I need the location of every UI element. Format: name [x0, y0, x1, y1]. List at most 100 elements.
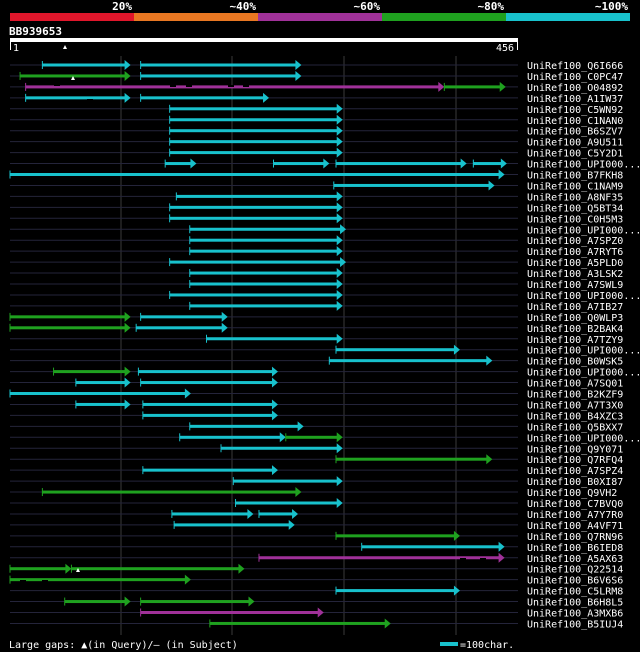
hit-segment[interactable] [333, 183, 491, 187]
alignment-row[interactable]: UniRef100_A7SPZ4 [10, 465, 623, 477]
alignment-row[interactable]: UniRef100_B2BAK4 [9, 322, 623, 335]
alignment-row[interactable]: UniRef100_A1IW37 [10, 92, 623, 105]
hit-label[interactable]: UniRef100_UPI000... [527, 291, 640, 302]
hit-segment[interactable] [336, 348, 456, 352]
hit-segment[interactable] [189, 249, 339, 253]
hit-segment[interactable] [174, 523, 291, 527]
hit-segment[interactable] [10, 578, 187, 582]
hit-segment[interactable] [169, 107, 339, 111]
alignment-row[interactable]: UniRef100_Q22514 [9, 563, 623, 576]
hit-segment[interactable] [189, 227, 343, 231]
alignment-row[interactable]: UniRef100_B2KZF9 [9, 388, 623, 401]
hit-label[interactable]: UniRef100_C5Y2D1 [527, 149, 623, 160]
alignment-row[interactable]: UniRef100_A4VF71 [10, 519, 623, 532]
alignment-row[interactable]: UniRef100_UPI000... [10, 344, 640, 357]
alignment-row[interactable]: UniRef100_Q6I666 [10, 60, 623, 72]
hit-segment[interactable] [169, 205, 339, 209]
alignment-row[interactable]: UniRef100_A7SQ01 [10, 377, 623, 390]
hit-segment[interactable] [169, 293, 339, 297]
hit-label[interactable]: UniRef100_B6SZV7 [527, 127, 623, 138]
hit-label[interactable]: UniRef100_A7T3X0 [527, 400, 623, 411]
hit-label[interactable]: UniRef100_B7FKH8 [527, 171, 623, 182]
alignment-row[interactable]: UniRef100_O04892 [10, 81, 623, 94]
alignment-row[interactable]: UniRef100_B7FKH8 [9, 169, 623, 182]
alignment-row[interactable]: UniRef100_A7Y7R0 [10, 508, 623, 521]
hit-segment[interactable] [258, 556, 501, 560]
alignment-row[interactable]: UniRef100_A7IB27 [10, 300, 623, 313]
hit-label[interactable]: UniRef100_C0H5M3 [527, 214, 623, 225]
hit-segment[interactable] [71, 567, 241, 571]
hit-segment[interactable] [140, 315, 224, 319]
hit-segment[interactable] [169, 260, 343, 264]
alignment-row[interactable]: UniRef100_A7SWL9 [10, 279, 623, 291]
alignment-row[interactable]: UniRef100_A7SPZ0 [10, 235, 623, 247]
hit-label[interactable]: UniRef100_B2BAK4 [527, 324, 623, 335]
hit-label[interactable]: UniRef100_A3MXB6 [527, 609, 623, 620]
hit-label[interactable]: UniRef100_A7SWL9 [527, 280, 623, 291]
alignment-row[interactable]: UniRef100_UPI000... [10, 158, 640, 171]
hit-segment[interactable] [64, 600, 127, 604]
hit-label[interactable]: UniRef100_Q7RN96 [527, 532, 623, 543]
hit-segment[interactable] [42, 490, 298, 494]
alignment-row[interactable]: UniRef100_UPI000... [10, 289, 640, 302]
alignment-row[interactable]: UniRef100_B5IUJ4 [10, 618, 623, 630]
hit-segment[interactable] [179, 435, 282, 439]
hit-segment[interactable] [258, 512, 295, 516]
hit-segment[interactable] [140, 611, 320, 614]
hit-label[interactable]: UniRef100_B4XZC3 [527, 411, 623, 422]
hit-segment[interactable] [336, 589, 456, 593]
hit-label[interactable]: UniRef100_B0XI87 [527, 477, 623, 488]
hit-label[interactable]: UniRef100_B6IED8 [527, 543, 623, 554]
hit-label[interactable]: UniRef100_A8NF35 [527, 192, 623, 203]
alignment-row[interactable]: UniRef100_Q7RFQ4 [10, 454, 623, 466]
hit-label[interactable]: UniRef100_Q9Y071 [527, 444, 623, 455]
alignment-row[interactable]: UniRef100_B6V6S6 [9, 574, 623, 587]
hit-segment[interactable] [189, 304, 339, 308]
alignment-row[interactable]: UniRef100_A9U511 [10, 136, 623, 149]
alignment-row[interactable]: UniRef100_A7T3X0 [10, 399, 623, 411]
alignment-row[interactable]: UniRef100_C5LRM8 [10, 585, 623, 598]
hit-segment[interactable] [169, 151, 339, 155]
hit-segment[interactable] [444, 85, 502, 89]
hit-label[interactable]: UniRef100_C1NAM9 [527, 181, 623, 192]
hit-segment[interactable] [142, 402, 274, 406]
hit-segment[interactable] [233, 479, 339, 483]
hit-segment[interactable] [140, 381, 274, 385]
hit-label[interactable]: UniRef100_A4VF71 [527, 521, 623, 532]
hit-label[interactable]: UniRef100_C1NAN0 [527, 116, 623, 127]
alignment-row[interactable]: UniRef100_UPI000... [10, 366, 640, 379]
alignment-row[interactable]: UniRef100_Q5BXX7 [10, 421, 623, 433]
alignment-row[interactable]: UniRef100_A3MXB6 [10, 607, 623, 620]
hit-segment[interactable] [20, 74, 127, 78]
hit-segment[interactable] [140, 74, 298, 78]
hit-label[interactable]: UniRef100_A7SPZ0 [527, 236, 623, 247]
hit-label[interactable]: UniRef100_A1IW37 [527, 94, 623, 105]
hit-segment[interactable] [189, 238, 339, 242]
hit-segment[interactable] [10, 315, 127, 319]
hit-label[interactable]: UniRef100_Q0WLP3 [527, 313, 623, 324]
hit-segment[interactable] [336, 162, 463, 166]
hit-segment[interactable] [10, 392, 187, 395]
hit-segment[interactable] [336, 534, 456, 538]
hit-label[interactable]: UniRef100_B6H8L5 [527, 598, 623, 609]
hit-segment[interactable] [140, 600, 251, 604]
alignment-row[interactable]: UniRef100_Q0WLP3 [9, 311, 623, 324]
alignment-row[interactable]: UniRef100_Q5BT34 [10, 202, 623, 214]
hit-segment[interactable] [176, 194, 339, 198]
hit-label[interactable]: UniRef100_C0PC47 [527, 72, 623, 83]
hit-segment[interactable] [169, 216, 339, 220]
hit-segment[interactable] [10, 567, 68, 571]
alignment-row[interactable]: UniRef100_A5PLD0 [10, 257, 623, 269]
hit-label[interactable]: UniRef100_Q9VH2 [527, 488, 617, 499]
alignment-row[interactable]: UniRef100_A8NF35 [10, 191, 623, 203]
hit-label[interactable]: UniRef100_Q7RFQ4 [527, 455, 623, 466]
hit-label[interactable]: UniRef100_UPI000... [527, 160, 640, 171]
hit-label[interactable]: UniRef100_UPI000... [527, 346, 640, 357]
alignment-row[interactable]: UniRef100_A7RYT6 [10, 246, 623, 258]
hit-segment[interactable] [171, 512, 250, 516]
hit-label[interactable]: UniRef100_A5AX63 [527, 554, 623, 565]
alignment-row[interactable]: UniRef100_Q9Y071 [10, 443, 623, 455]
alignment-row[interactable]: UniRef100_Q7RN96 [10, 530, 623, 543]
hit-label[interactable]: UniRef100_B6V6S6 [527, 576, 623, 587]
hit-segment[interactable] [189, 282, 339, 286]
